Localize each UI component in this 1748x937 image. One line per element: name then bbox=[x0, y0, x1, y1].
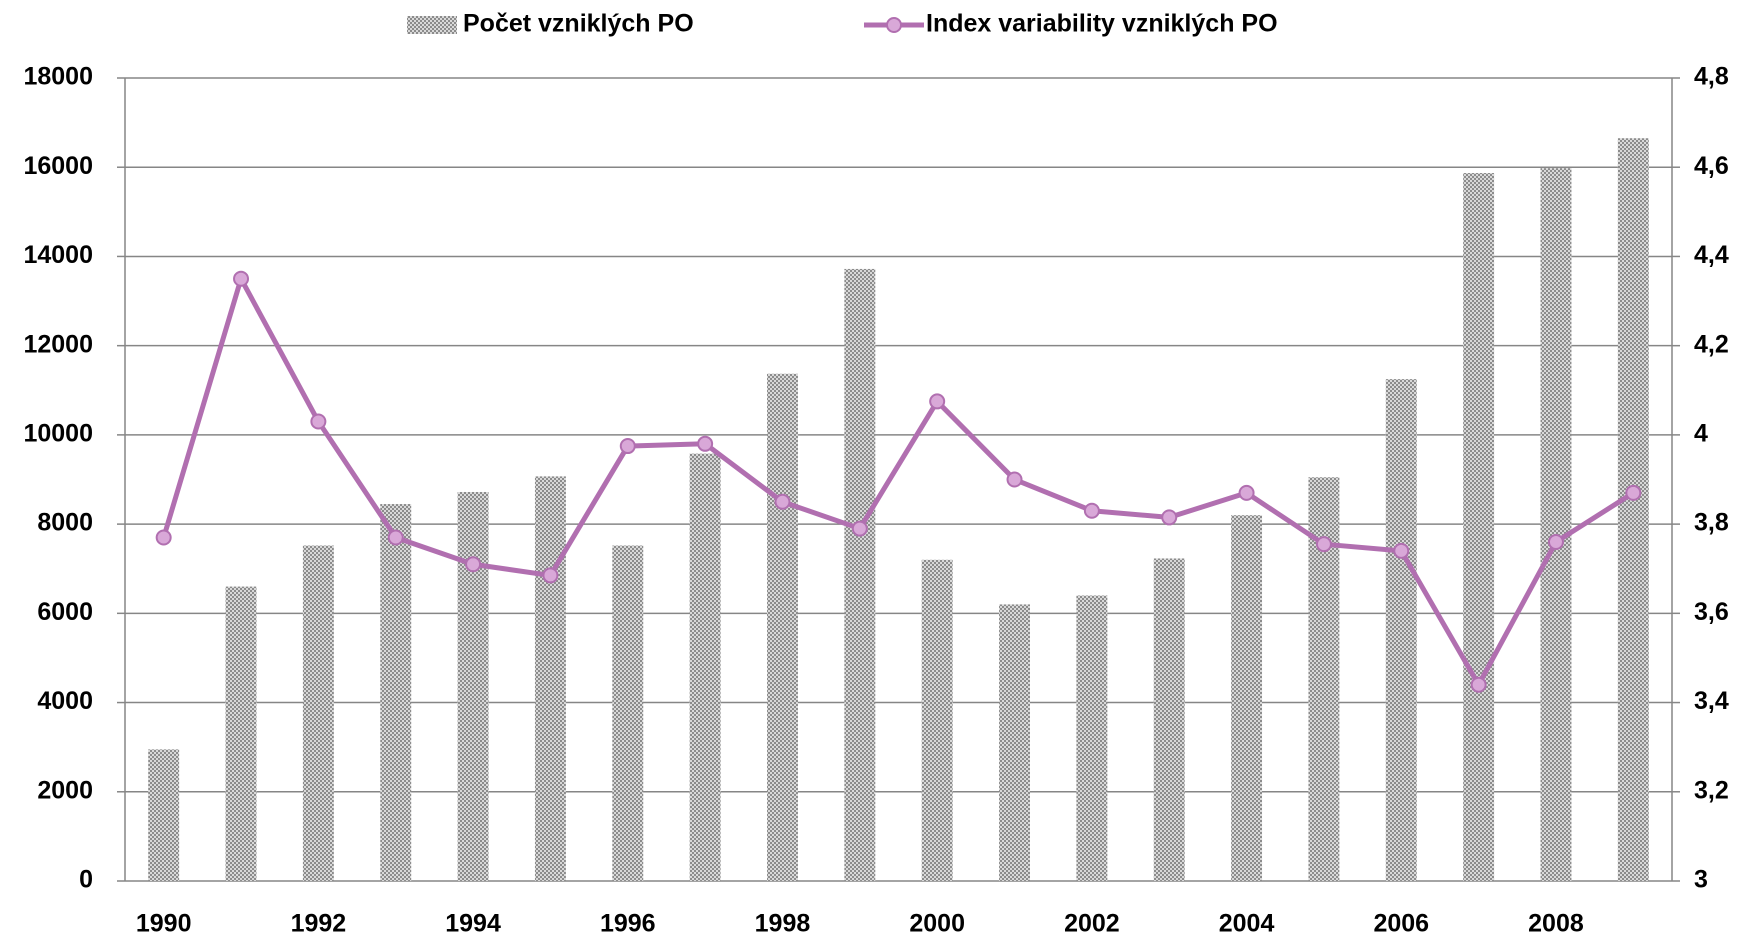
x-tick-label: 1994 bbox=[445, 910, 501, 937]
y2-tick-label: 3 bbox=[1694, 866, 1708, 894]
line-marker bbox=[1083, 502, 1100, 519]
y2-tick-label: 3,4 bbox=[1694, 687, 1729, 715]
line-marker bbox=[1238, 484, 1255, 501]
y2-tick-label: 3,8 bbox=[1694, 509, 1729, 537]
legend-marker bbox=[886, 17, 902, 33]
bar bbox=[225, 586, 257, 881]
y-tick-label: 0 bbox=[79, 866, 93, 894]
bar bbox=[1385, 379, 1417, 881]
line-marker bbox=[1393, 542, 1410, 559]
x-tick-label: 1996 bbox=[600, 910, 656, 937]
line-marker bbox=[1006, 471, 1023, 488]
y2-tick-label: 3,2 bbox=[1694, 776, 1729, 804]
bar bbox=[1153, 558, 1185, 881]
line-marker bbox=[1470, 676, 1487, 693]
x-tick-label: 2006 bbox=[1373, 910, 1429, 937]
y-tick-label: 10000 bbox=[23, 419, 93, 447]
line-marker bbox=[233, 270, 250, 287]
bar bbox=[689, 453, 721, 881]
bar bbox=[1231, 515, 1263, 881]
bar bbox=[612, 545, 644, 881]
y-tick-label: 4000 bbox=[37, 687, 93, 715]
legend-swatch bbox=[407, 16, 457, 34]
x-tick-label: 1998 bbox=[755, 910, 811, 937]
line-marker bbox=[1315, 536, 1332, 553]
bar bbox=[999, 604, 1030, 881]
x-tick-label: 2008 bbox=[1528, 910, 1584, 937]
bar bbox=[844, 268, 876, 881]
line-marker bbox=[697, 435, 714, 452]
bar bbox=[921, 559, 953, 881]
y2-tick-label: 4,6 bbox=[1694, 152, 1729, 180]
x-tick-label: 2004 bbox=[1219, 910, 1275, 937]
bar bbox=[1463, 173, 1495, 881]
line-marker bbox=[851, 520, 868, 537]
x-tick-label: 1990 bbox=[136, 910, 192, 937]
y2-tick-label: 4,2 bbox=[1694, 330, 1729, 358]
x-tick-label: 2002 bbox=[1064, 910, 1120, 937]
x-tick-label: 1992 bbox=[291, 910, 347, 937]
line-marker bbox=[542, 567, 559, 584]
y-tick-label: 16000 bbox=[23, 152, 93, 180]
line-marker bbox=[1625, 484, 1642, 501]
y-tick-label: 6000 bbox=[37, 598, 93, 626]
bar bbox=[767, 373, 798, 881]
y-tick-label: 12000 bbox=[23, 330, 93, 358]
bar bbox=[380, 504, 412, 881]
x-tick-label: 2000 bbox=[909, 910, 965, 937]
y-tick-label: 14000 bbox=[23, 241, 93, 269]
y2-tick-label: 4 bbox=[1694, 419, 1708, 447]
y2-tick-label: 4,8 bbox=[1694, 63, 1729, 91]
bar bbox=[1076, 595, 1108, 881]
line-marker bbox=[387, 529, 404, 546]
line-marker bbox=[1161, 509, 1178, 526]
line bbox=[161, 276, 1635, 688]
line-marker bbox=[465, 556, 482, 573]
line-marker bbox=[155, 529, 172, 546]
bar bbox=[1540, 168, 1572, 881]
bar bbox=[534, 476, 566, 881]
y-tick-label: 8000 bbox=[37, 509, 93, 537]
bar bbox=[302, 545, 334, 881]
line-marker bbox=[929, 393, 946, 410]
bar bbox=[148, 749, 180, 881]
line-marker bbox=[774, 493, 791, 510]
line-marker bbox=[310, 413, 327, 430]
y-tick-label: 18000 bbox=[23, 63, 93, 91]
line-marker bbox=[1547, 533, 1564, 550]
bar bbox=[1617, 138, 1649, 882]
line-marker bbox=[619, 438, 636, 455]
legend-label: Počet vzniklých PO bbox=[463, 10, 694, 38]
y-tick-label: 2000 bbox=[37, 776, 93, 804]
bar bbox=[457, 491, 489, 881]
y2-tick-label: 4,4 bbox=[1694, 241, 1729, 269]
y2-tick-label: 3,6 bbox=[1694, 598, 1729, 626]
legend-label: Index variability vzniklých PO bbox=[926, 10, 1278, 38]
